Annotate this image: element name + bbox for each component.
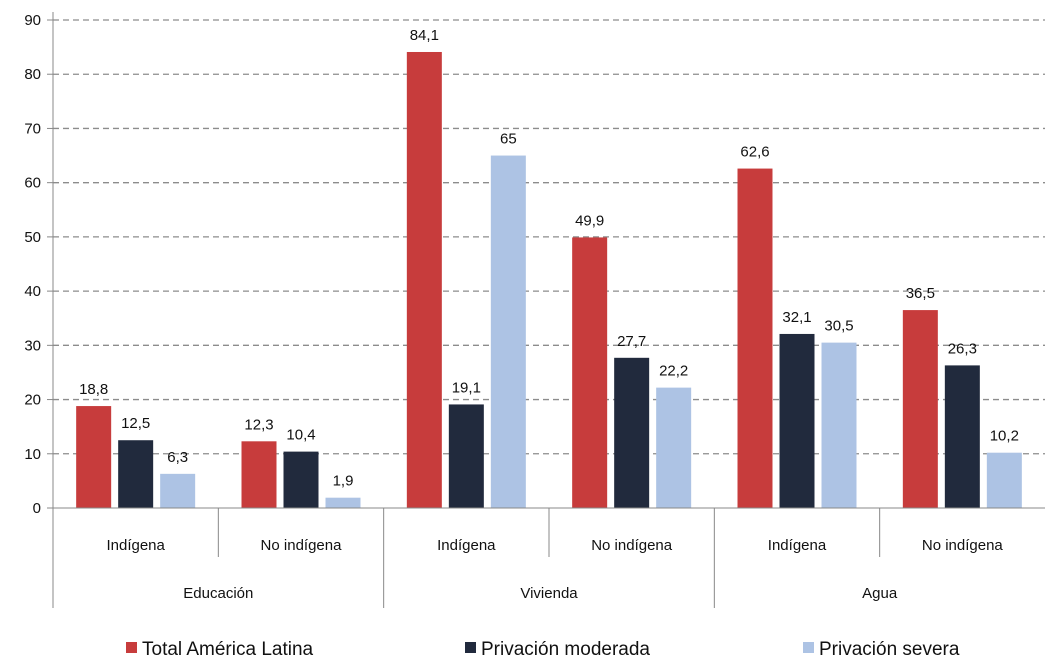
legend: Total América Latina Privación moderada Pr… <box>126 639 960 659</box>
bar-3-6 <box>986 452 1022 508</box>
bar-1-1 <box>76 406 112 508</box>
y-tick-label: 40 <box>24 283 41 300</box>
y-tick-label: 30 <box>24 337 41 354</box>
x-group-label: Educación <box>183 585 253 602</box>
x-group-label: Agua <box>862 585 898 602</box>
data-label: 30,5 <box>824 318 853 335</box>
legend-label: Privación moderada <box>481 639 650 659</box>
y-tick-label: 80 <box>24 66 41 83</box>
bar-3-3 <box>490 155 526 509</box>
y-tick-label: 0 <box>33 500 41 517</box>
data-label: 36,5 <box>906 285 935 302</box>
data-label: 49,9 <box>575 212 604 229</box>
data-label: 22,2 <box>659 363 688 380</box>
data-label: 19,1 <box>452 379 481 396</box>
data-label: 12,5 <box>121 415 150 432</box>
bar-1-5 <box>737 168 773 508</box>
data-label: 1,9 <box>333 473 354 490</box>
y-axis: 0 10 20 30 40 50 60 70 80 90 <box>24 12 54 517</box>
x-category-label: Indígena <box>437 537 496 554</box>
legend-label: Privación severa <box>819 639 960 659</box>
legend-label: Total América Latina <box>142 639 314 659</box>
bar-3-1 <box>160 473 196 508</box>
bar-3-5 <box>821 342 857 508</box>
bar-2-2 <box>283 451 319 508</box>
bar-1-4 <box>572 237 608 509</box>
legend-swatch <box>465 642 476 653</box>
data-label: 6,3 <box>167 449 188 466</box>
data-label: 62,6 <box>740 144 769 161</box>
bar-1-3 <box>406 51 442 508</box>
bar-2-5 <box>779 333 815 508</box>
bar-2-6 <box>944 365 980 508</box>
x-category-label: No indígena <box>591 537 673 554</box>
y-tick-label: 70 <box>24 120 41 137</box>
data-label: 12,3 <box>244 416 273 433</box>
legend-swatch <box>126 642 137 653</box>
data-label: 18,8 <box>79 381 108 398</box>
y-tick-label: 10 <box>24 446 41 463</box>
x-category-label: Indígena <box>106 537 165 554</box>
y-tick-label: 60 <box>24 175 41 192</box>
data-label: 84,1 <box>410 27 439 44</box>
data-label: 10,4 <box>286 427 315 444</box>
bar-2-3 <box>448 404 484 508</box>
bar-3-4 <box>656 387 692 508</box>
y-tick-label: 90 <box>24 12 41 29</box>
data-label: 32,1 <box>782 309 811 326</box>
x-category-label: No indígena <box>922 537 1004 554</box>
x-category-label: Indígena <box>768 537 827 554</box>
bar-3-2 <box>325 497 361 508</box>
bar-1-2 <box>241 441 277 508</box>
data-label: 26,3 <box>948 340 977 357</box>
legend-swatch <box>803 642 814 653</box>
bars <box>76 51 1022 509</box>
x-group-label: Vivienda <box>520 585 578 602</box>
data-label: 65 <box>500 131 517 148</box>
y-tick-label: 50 <box>24 229 41 246</box>
gridlines <box>53 19 1045 455</box>
bar-2-1 <box>118 440 154 508</box>
x-axis: Indígena No indígena Indígena No indígena In… <box>52 507 1045 608</box>
bar-2-4 <box>614 357 650 508</box>
bar-1-6 <box>902 310 938 508</box>
data-labels: 18,8 12,5 6,3 12,3 10,4 1,9 84,1 19,1 65 49,9 27,7… <box>79 27 1019 490</box>
x-category-label: No indígena <box>261 537 343 554</box>
y-tick-label: 20 <box>24 392 41 409</box>
data-label: 27,7 <box>617 333 646 350</box>
data-label: 10,2 <box>990 428 1019 445</box>
